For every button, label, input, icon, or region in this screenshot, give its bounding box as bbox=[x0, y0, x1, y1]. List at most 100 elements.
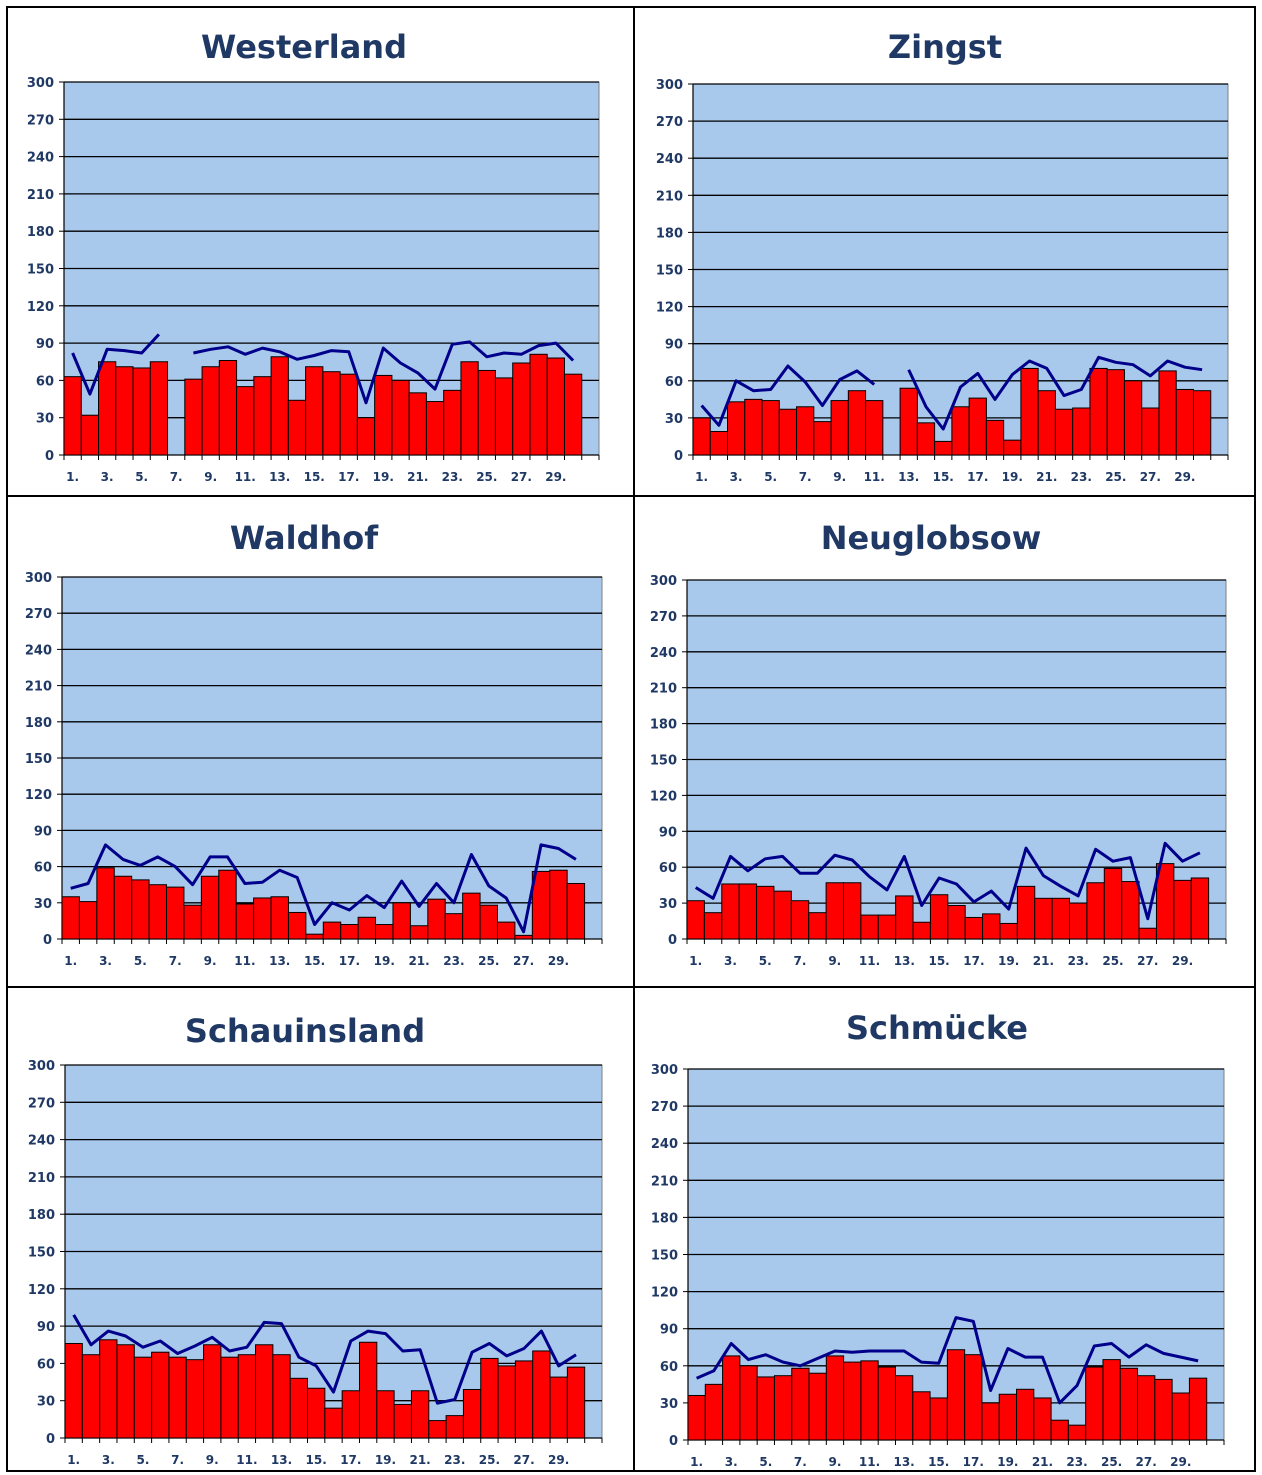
y-tick-label: 120 bbox=[656, 301, 683, 316]
y-tick-label: 240 bbox=[25, 643, 52, 658]
bar bbox=[494, 377, 514, 456]
y-tick-label: 210 bbox=[656, 189, 683, 204]
bar bbox=[98, 361, 117, 456]
chart-title: Zingst bbox=[888, 28, 1002, 66]
y-tick-label: 30 bbox=[37, 1395, 55, 1410]
y-tick-label: 150 bbox=[25, 752, 52, 767]
bar bbox=[287, 911, 307, 940]
x-tick-label: 11. bbox=[234, 954, 255, 968]
bar bbox=[1119, 1367, 1139, 1441]
chart-svg: Zingst 0 30 60 90 120 150 180 210 240 270 300 1. 3. 5.… bbox=[656, 28, 1229, 484]
y-tick-label: 30 bbox=[34, 897, 52, 912]
bar bbox=[305, 933, 324, 940]
y-tick-label: 60 bbox=[660, 1360, 678, 1375]
y-tick-label: 0 bbox=[45, 449, 54, 464]
bar bbox=[1188, 1377, 1208, 1441]
bar bbox=[253, 376, 272, 456]
series-line bbox=[694, 841, 1201, 921]
x-tick-label: 5. bbox=[764, 470, 777, 484]
y-tick-label: 0 bbox=[46, 1432, 55, 1447]
series-line bbox=[700, 364, 876, 427]
bar bbox=[341, 1390, 360, 1439]
x-tick-label: 1. bbox=[689, 954, 702, 968]
x-tick-label: 19. bbox=[997, 1455, 1018, 1469]
x-tick-label: 15. bbox=[928, 954, 949, 968]
bar bbox=[237, 1354, 257, 1439]
x-tick-label: 21. bbox=[1033, 954, 1054, 968]
bar bbox=[445, 1415, 464, 1439]
bar bbox=[1016, 885, 1036, 940]
x-tick-label: 5. bbox=[135, 470, 148, 484]
bar bbox=[842, 882, 862, 940]
x-tick-label: 29. bbox=[1174, 470, 1195, 484]
chart-svg: Schmücke 0 30 60 90 120 150 180 210 240 270 300 1. 3.… bbox=[651, 1009, 1225, 1469]
x-tick-label: 1. bbox=[64, 954, 77, 968]
x-tick-label: 17. bbox=[339, 954, 360, 968]
bar bbox=[566, 1366, 586, 1439]
y-tick-label: 120 bbox=[28, 1283, 55, 1298]
x-tick-label: 3. bbox=[730, 470, 743, 484]
bar bbox=[149, 361, 169, 456]
bar bbox=[374, 374, 393, 456]
y-tick-label: 60 bbox=[37, 1357, 55, 1372]
y-tick-label: 0 bbox=[43, 933, 52, 948]
bar bbox=[813, 421, 832, 456]
series-line bbox=[72, 1314, 577, 1405]
x-tick-label: 15. bbox=[928, 1455, 949, 1469]
x-tick-label: 25. bbox=[1101, 1455, 1122, 1469]
x-tick-label: 17. bbox=[963, 954, 984, 968]
bar bbox=[1003, 439, 1022, 456]
bar bbox=[410, 1390, 430, 1439]
y-tick-label: 210 bbox=[651, 1174, 678, 1189]
x-tick-label: 25. bbox=[479, 1453, 500, 1467]
y-tick-label: 90 bbox=[37, 1320, 55, 1335]
bar bbox=[704, 1383, 724, 1441]
bar bbox=[929, 1397, 948, 1441]
bar bbox=[912, 921, 931, 940]
bar bbox=[1051, 897, 1071, 940]
y-tick-label: 180 bbox=[28, 1208, 55, 1223]
bar bbox=[773, 1375, 793, 1441]
bar bbox=[151, 1351, 170, 1439]
y-tick-label: 150 bbox=[27, 263, 54, 278]
grid-divider-horizontal-1 bbox=[8, 495, 1254, 497]
x-tick-label: 29. bbox=[545, 470, 566, 484]
bar bbox=[1020, 367, 1039, 456]
y-tick-label: 240 bbox=[27, 151, 54, 166]
y-tick-label: 240 bbox=[656, 152, 683, 167]
x-tick-label: 29. bbox=[548, 1453, 569, 1467]
bar bbox=[479, 904, 498, 940]
y-tick-label: 30 bbox=[36, 412, 54, 427]
bar bbox=[687, 1394, 706, 1441]
x-tick-label: 23. bbox=[1071, 470, 1092, 484]
series-line bbox=[71, 333, 161, 396]
bar bbox=[307, 1387, 326, 1439]
x-tick-label: 25. bbox=[478, 954, 499, 968]
y-tick-label: 90 bbox=[665, 338, 683, 353]
bar bbox=[999, 922, 1018, 940]
chart-title: Schmücke bbox=[846, 1009, 1028, 1047]
bar bbox=[998, 1393, 1018, 1441]
y-tick-label: 300 bbox=[28, 1059, 55, 1074]
chart-panel-westerland: Westerland 0 30 60 90 120 150 180 210 240 270 300 1.… bbox=[8, 8, 633, 495]
chart-title: Westerland bbox=[201, 28, 407, 66]
y-tick-label: 210 bbox=[650, 682, 677, 697]
x-tick-label: 7. bbox=[171, 1453, 184, 1467]
chart-svg: Westerland 0 30 60 90 120 150 180 210 240 270 300 1.… bbox=[27, 28, 600, 484]
bar bbox=[703, 912, 723, 940]
y-tick-label: 180 bbox=[656, 226, 683, 241]
bar bbox=[78, 901, 98, 940]
y-tick-label: 0 bbox=[674, 449, 683, 464]
bar bbox=[63, 376, 82, 456]
x-tick-label: 23. bbox=[442, 470, 463, 484]
bar bbox=[744, 398, 763, 456]
bar bbox=[96, 867, 115, 940]
x-tick-label: 11. bbox=[235, 470, 256, 484]
bar bbox=[80, 414, 100, 456]
chart-svg: Schauinsland 0 30 60 90 120 150 180 210 240 270 300… bbox=[28, 1012, 603, 1467]
x-tick-label: 19. bbox=[374, 954, 395, 968]
x-tick-label: 19. bbox=[998, 954, 1019, 968]
x-tick-label: 13. bbox=[898, 470, 919, 484]
bar bbox=[201, 366, 220, 456]
bar bbox=[532, 1350, 551, 1439]
